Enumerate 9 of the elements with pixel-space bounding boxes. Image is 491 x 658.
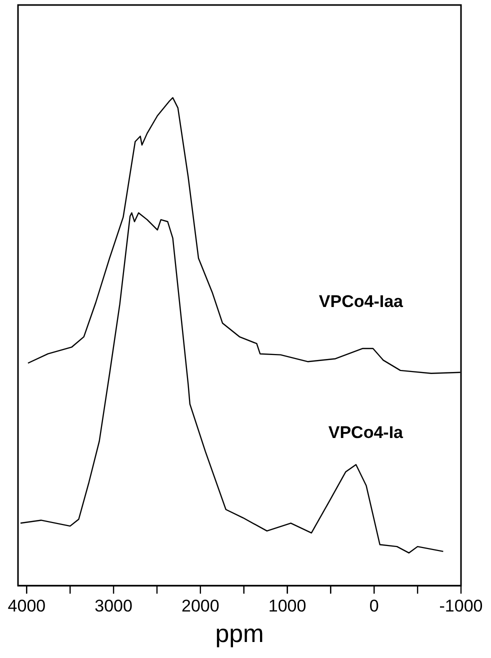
x-tick-label: 3000 xyxy=(94,596,132,616)
x-tick-label: 2000 xyxy=(182,596,220,616)
series-label: VPCo4-Ia xyxy=(328,423,404,442)
x-tick-label: -1000 xyxy=(439,596,483,616)
x-tick-label: 4000 xyxy=(8,596,46,616)
x-tick-label: 1000 xyxy=(268,596,306,616)
x-tick-label: 0 xyxy=(369,596,379,616)
text: VPCo4-Iaa xyxy=(318,292,404,312)
x-axis-title: ppm xyxy=(215,620,264,648)
